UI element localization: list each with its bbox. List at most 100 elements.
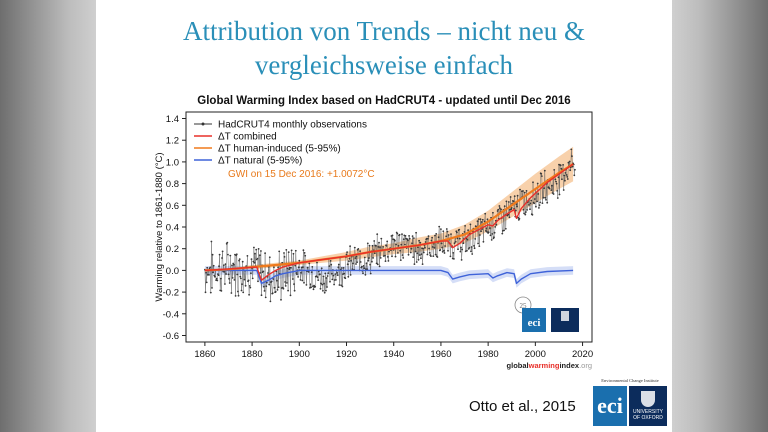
observation-link xyxy=(529,203,531,210)
observation-point xyxy=(454,240,457,243)
observation-point xyxy=(416,252,419,255)
observation-link xyxy=(404,235,406,245)
observation-point xyxy=(424,246,426,249)
observation-point xyxy=(402,238,405,241)
observation-link xyxy=(469,233,470,248)
observation-link xyxy=(450,234,452,247)
observation-point xyxy=(565,174,568,176)
observation-link xyxy=(260,250,262,296)
observation-link xyxy=(433,243,434,257)
observation-link xyxy=(457,230,459,250)
observation-link xyxy=(224,264,226,285)
observation-point xyxy=(462,242,465,245)
observation-link xyxy=(300,272,302,280)
oxford-logo-box: UNIVERSITY OF OXFORD xyxy=(629,386,667,426)
observation-point xyxy=(568,160,571,163)
observation-point xyxy=(466,249,468,252)
observation-link xyxy=(550,179,552,191)
observation-link xyxy=(414,245,416,265)
observation-link xyxy=(535,192,537,207)
observation-link xyxy=(328,258,330,267)
observation-link xyxy=(444,245,446,254)
observation-link xyxy=(318,271,319,281)
observation-link xyxy=(395,244,397,257)
legend-label-combined: ΔT combined xyxy=(218,132,277,143)
x-tick-label: 1980 xyxy=(478,349,499,360)
observation-link xyxy=(245,266,247,286)
observation-point xyxy=(373,252,376,255)
observation-link xyxy=(319,274,321,289)
observation-link xyxy=(573,164,575,176)
observation-link xyxy=(478,219,480,247)
observation-link xyxy=(418,240,420,256)
x-tick-label: 2000 xyxy=(525,349,546,360)
observation-link xyxy=(519,189,521,199)
observation-link xyxy=(324,273,326,293)
observation-link xyxy=(423,245,425,253)
observation-link xyxy=(526,202,528,210)
gwi-website-part-2: warming xyxy=(528,361,560,370)
observation-link xyxy=(508,201,510,218)
observation-link xyxy=(519,189,521,219)
observation-link xyxy=(297,267,299,277)
observation-link xyxy=(294,265,296,291)
observation-point xyxy=(210,240,213,243)
observation-link xyxy=(342,274,344,287)
x-tick-label: 1860 xyxy=(194,349,215,360)
observation-point xyxy=(518,217,521,220)
observation-link xyxy=(459,238,461,252)
observation-link xyxy=(271,281,273,294)
observation-point xyxy=(546,201,549,204)
observation-link xyxy=(369,245,371,265)
y-tick-label: -0.4 xyxy=(163,309,179,320)
observation-point xyxy=(536,200,538,203)
observation-point xyxy=(214,275,216,278)
oxford-crest-icon xyxy=(641,391,655,407)
observation-link xyxy=(348,261,350,277)
observation-link xyxy=(303,252,305,283)
observation-link xyxy=(219,254,221,291)
observation-link xyxy=(205,272,207,293)
observation-point xyxy=(508,216,511,219)
observation-link xyxy=(237,274,239,292)
observation-link xyxy=(559,164,561,195)
y-tick-label: 0.0 xyxy=(166,266,179,277)
observation-link xyxy=(382,246,384,257)
observation-link xyxy=(210,241,212,293)
observation-point xyxy=(531,213,534,216)
observation-point xyxy=(480,230,482,233)
observation-point xyxy=(552,193,555,195)
observation-link xyxy=(331,264,332,274)
observation-point xyxy=(542,196,545,199)
eci-oxford-logo: Environmental Change Institute eci UNIVE… xyxy=(589,378,671,428)
observation-link xyxy=(235,255,237,296)
observation-link xyxy=(354,247,356,259)
natural-line xyxy=(204,269,574,285)
observation-link xyxy=(371,245,373,262)
y-tick-label: 0.6 xyxy=(166,201,179,212)
observation-link xyxy=(529,198,531,210)
observation-link xyxy=(241,284,243,291)
observation-link xyxy=(310,272,312,288)
observation-link xyxy=(295,250,297,274)
observation-link xyxy=(413,238,415,265)
chart-oxford-crest xyxy=(561,311,569,321)
observation-link xyxy=(543,188,545,198)
observation-point xyxy=(220,290,223,292)
observation-link xyxy=(355,256,357,265)
y-axis-label: Warming relative to 1861-1880 (°C) xyxy=(154,152,165,301)
observation-link xyxy=(437,242,439,258)
y-axis: -0.6 -0.4 -0.2 0.0 0.2 0.4 0.6 0.8 1.0 1.2 1.4 xyxy=(163,114,186,342)
observation-link xyxy=(409,238,411,247)
observation-link xyxy=(302,267,303,281)
observation-link xyxy=(500,209,502,219)
observation-link xyxy=(255,249,257,267)
y-tick-label: 0.8 xyxy=(166,179,179,190)
observation-link xyxy=(440,229,442,250)
observation-link xyxy=(472,231,473,255)
observation-point xyxy=(411,242,413,245)
series-lines xyxy=(204,163,574,285)
slide-title-line-2: vergleichsweise einfach xyxy=(254,50,514,80)
observation-link xyxy=(378,242,380,267)
observation-link xyxy=(283,252,285,289)
